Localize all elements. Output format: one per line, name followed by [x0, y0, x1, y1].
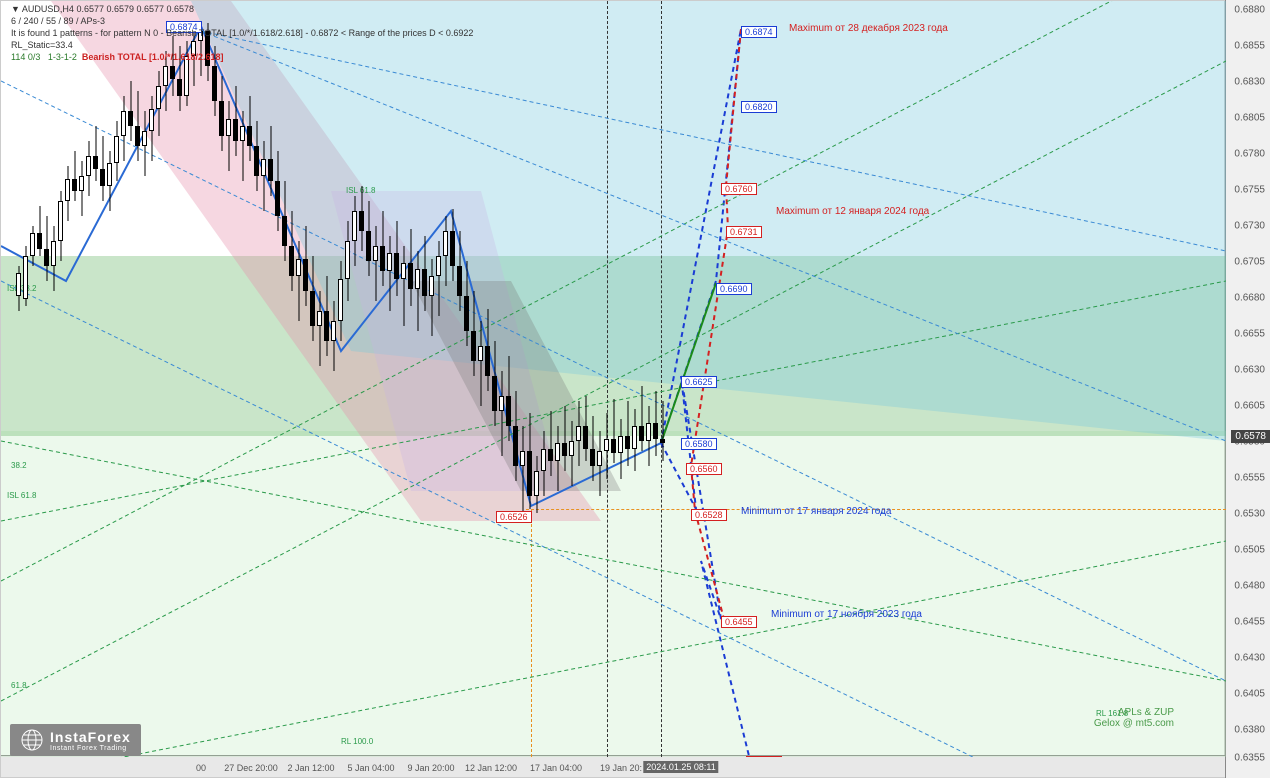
annotation-text: Maximum от 12 января 2024 года: [776, 206, 929, 217]
y-tick: 0.6605: [1234, 401, 1265, 412]
y-tick: 0.6530: [1234, 509, 1265, 520]
y-tick: 0.6455: [1234, 617, 1265, 628]
annotation-text: Maximum от 28 декабря 2023 года: [789, 23, 948, 34]
chart-container: ISL 38.2ISL 61.8ISL 61.8RL 100.0RL 161.8…: [0, 0, 1225, 778]
y-tick: 0.6555: [1234, 473, 1265, 484]
y-tick: 0.6480: [1234, 581, 1265, 592]
price-label: 0.6355: [746, 756, 782, 757]
price-label: 0.6625: [681, 376, 717, 388]
x-axis: 00 27 Dec 20:00 2 Jan 12:00 5 Jan 04:00 9 Ja…: [1, 755, 1226, 777]
x-tick: 5 Jan 04:00: [347, 763, 394, 773]
header-info: ▼ AUDUSD,H4 0.6577 0.6579 0.6577 0.6578 …: [11, 3, 473, 63]
globe-icon: [20, 728, 44, 752]
y-tick: 0.6430: [1234, 653, 1265, 664]
y-tick: 0.6505: [1234, 545, 1265, 556]
current-price-marker: 0.6578: [1231, 430, 1270, 443]
projection-lines-svg: [1, 1, 1226, 757]
pattern-type-label: Bearish TOTAL [1.0/*/1.618/2.618]: [82, 52, 224, 62]
y-tick: 0.6855: [1234, 41, 1265, 52]
y-tick: 0.6830: [1234, 77, 1265, 88]
x-tick-highlight: 2024.01.25 08:11: [643, 761, 718, 773]
price-label: 0.6560: [686, 463, 722, 475]
y-tick: 0.6380: [1234, 725, 1265, 736]
logo-main-text: InstaForex: [50, 729, 131, 745]
price-label: 0.6760: [721, 183, 757, 195]
x-tick: 00: [196, 763, 206, 773]
y-tick: 0.6880: [1234, 5, 1265, 16]
y-tick: 0.6405: [1234, 689, 1265, 700]
price-label: 0.6455: [721, 616, 757, 628]
price-label: 0.6731: [726, 226, 762, 238]
y-tick: 0.6805: [1234, 113, 1265, 124]
pattern-info: It is found 1 patterns - for pattern N 0…: [11, 27, 473, 39]
y-tick: 0.6780: [1234, 149, 1265, 160]
symbol-label: AUDUSD,H4: [22, 4, 74, 14]
price-label: 0.6874: [741, 26, 777, 38]
y-tick: 0.6655: [1234, 329, 1265, 340]
price-label: 0.6526: [496, 511, 532, 523]
watermark-line1: APLs & ZUP: [1094, 707, 1174, 718]
header-zigzag: 1-3-1-2: [48, 52, 77, 62]
instaforex-logo: InstaForex Instant Forex Trading: [10, 724, 141, 756]
indicator-params: 6 / 240 / 55 / 89 / APs-3: [11, 15, 473, 27]
x-tick: 27 Dec 20:00: [224, 763, 278, 773]
watermark-line2: Gelox @ mt5.com: [1094, 718, 1174, 729]
x-tick: 9 Jan 20:00: [407, 763, 454, 773]
rl-static: RL_Static=33.4: [11, 39, 473, 51]
y-tick: 0.6705: [1234, 257, 1265, 268]
ohlc-label: 0.6577 0.6579 0.6577 0.6578: [76, 4, 194, 14]
y-tick: 0.6680: [1234, 293, 1265, 304]
price-label: 0.6528: [691, 509, 727, 521]
watermark: APLs & ZUP Gelox @ mt5.com: [1094, 707, 1174, 729]
x-tick: 19 Jan 20:: [600, 763, 642, 773]
y-axis: 0.6880 0.6855 0.6830 0.6805 0.6780 0.6755 0.67…: [1225, 0, 1270, 778]
x-tick: 17 Jan 04:00: [530, 763, 582, 773]
y-tick: 0.6630: [1234, 365, 1265, 376]
price-label: 0.6820: [741, 101, 777, 113]
annotation-text: Minimum от 17 ноября 2023 года: [771, 609, 922, 620]
x-tick: 12 Jan 12:00: [465, 763, 517, 773]
price-label: 0.6580: [681, 438, 717, 450]
logo-sub-text: Instant Forex Trading: [50, 745, 131, 752]
y-tick: 0.6730: [1234, 221, 1265, 232]
annotation-text: Minimum от 17 января 2024 года: [741, 506, 891, 517]
x-tick: 2 Jan 12:00: [287, 763, 334, 773]
header-numbers: 114 0/3: [11, 52, 40, 62]
price-label: 0.6690: [716, 283, 752, 295]
chart-plot-area[interactable]: ISL 38.2ISL 61.8ISL 61.8RL 100.0RL 161.8…: [1, 1, 1226, 757]
y-tick: 0.6355: [1234, 753, 1265, 764]
y-tick: 0.6755: [1234, 185, 1265, 196]
